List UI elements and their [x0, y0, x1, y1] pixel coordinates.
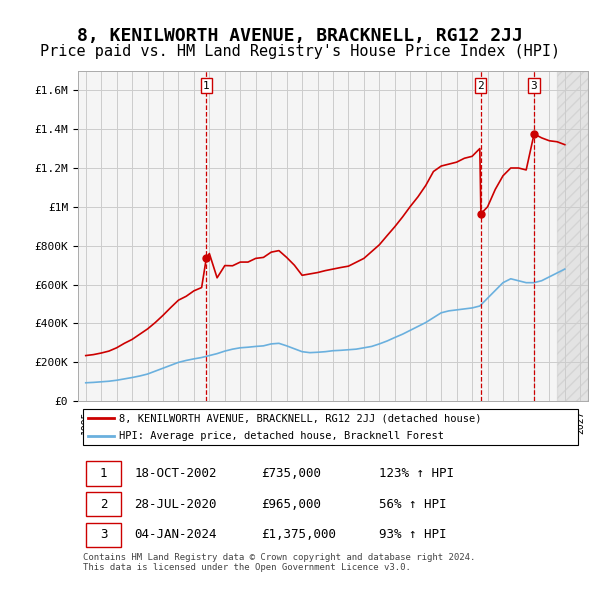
Text: 2: 2: [100, 497, 107, 510]
Text: 93% ↑ HPI: 93% ↑ HPI: [379, 528, 446, 541]
Text: 2: 2: [478, 81, 484, 91]
Text: 123% ↑ HPI: 123% ↑ HPI: [379, 467, 454, 480]
FancyBboxPatch shape: [86, 461, 121, 486]
Text: 56% ↑ HPI: 56% ↑ HPI: [379, 497, 446, 510]
Text: 3: 3: [100, 528, 107, 541]
Text: Contains HM Land Registry data © Crown copyright and database right 2024.
This d: Contains HM Land Registry data © Crown c…: [83, 553, 475, 572]
Text: Price paid vs. HM Land Registry's House Price Index (HPI): Price paid vs. HM Land Registry's House …: [40, 44, 560, 59]
FancyBboxPatch shape: [86, 492, 121, 516]
Text: £965,000: £965,000: [262, 497, 322, 510]
Text: £1,375,000: £1,375,000: [262, 528, 337, 541]
Text: 8, KENILWORTH AVENUE, BRACKNELL, RG12 2JJ (detached house): 8, KENILWORTH AVENUE, BRACKNELL, RG12 2J…: [119, 414, 481, 424]
Text: 1: 1: [100, 467, 107, 480]
Text: HPI: Average price, detached house, Bracknell Forest: HPI: Average price, detached house, Brac…: [119, 431, 444, 441]
Text: 3: 3: [530, 81, 538, 91]
Text: £735,000: £735,000: [262, 467, 322, 480]
Text: 18-OCT-2002: 18-OCT-2002: [134, 467, 217, 480]
Text: 04-JAN-2024: 04-JAN-2024: [134, 528, 217, 541]
Text: 28-JUL-2020: 28-JUL-2020: [134, 497, 217, 510]
Text: 8, KENILWORTH AVENUE, BRACKNELL, RG12 2JJ: 8, KENILWORTH AVENUE, BRACKNELL, RG12 2J…: [77, 27, 523, 45]
FancyBboxPatch shape: [83, 409, 578, 445]
FancyBboxPatch shape: [86, 523, 121, 546]
Text: 1: 1: [203, 81, 209, 91]
Bar: [557, 71, 588, 401]
